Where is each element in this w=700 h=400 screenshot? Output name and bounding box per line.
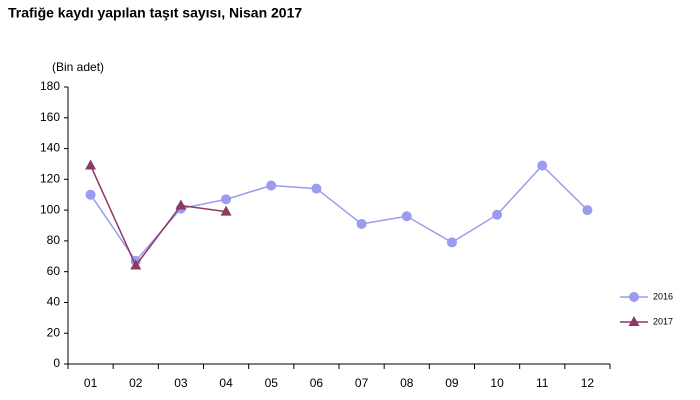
x-tick-label: 11	[536, 376, 549, 390]
x-tick-label: 10	[490, 376, 504, 390]
y-tick-label: 180	[40, 79, 60, 93]
series-line	[89, 165, 227, 267]
x-tick-label: 04	[219, 376, 233, 390]
y-tick-label: 80	[47, 233, 61, 247]
x-tick-label: 08	[400, 376, 414, 390]
y-tick-label: 120	[40, 172, 60, 186]
y-tick-label: 100	[40, 202, 60, 216]
x-tick-label: 07	[355, 376, 369, 390]
point	[582, 205, 593, 216]
point	[537, 160, 548, 171]
x-tick-label: 06	[310, 376, 324, 390]
point	[175, 199, 187, 210]
x-tick-label: 09	[445, 376, 459, 390]
chart-title: Trafiğe kaydı yapılan taşıt sayısı, Nisa…	[8, 5, 302, 21]
x-tick-label: 05	[265, 376, 279, 390]
point	[356, 218, 367, 229]
point	[629, 292, 639, 302]
point	[492, 209, 503, 220]
point	[130, 259, 142, 270]
y-tick-label: 0	[53, 356, 60, 370]
y-tick-label: 40	[47, 295, 61, 309]
point	[85, 189, 96, 200]
y-axis-label: (Bin adet)	[52, 60, 104, 74]
series-line	[89, 164, 588, 263]
y-tick-label: 20	[47, 325, 61, 339]
point	[401, 211, 412, 222]
x-tick-label: 02	[129, 376, 143, 390]
y-tick-label: 160	[40, 110, 60, 124]
point	[220, 205, 232, 216]
y-tick-label: 60	[47, 264, 61, 278]
point	[446, 237, 457, 248]
legend-label: 2016	[653, 291, 673, 301]
y-tick-label: 140	[40, 141, 60, 155]
x-tick-label: 12	[581, 376, 595, 390]
point	[628, 316, 640, 326]
point	[221, 194, 232, 205]
x-tick-label: 01	[84, 376, 98, 390]
point	[85, 159, 97, 170]
x-tick-label: 03	[174, 376, 188, 390]
point	[266, 180, 277, 191]
point	[311, 183, 322, 194]
legend-label: 2017	[653, 316, 673, 326]
